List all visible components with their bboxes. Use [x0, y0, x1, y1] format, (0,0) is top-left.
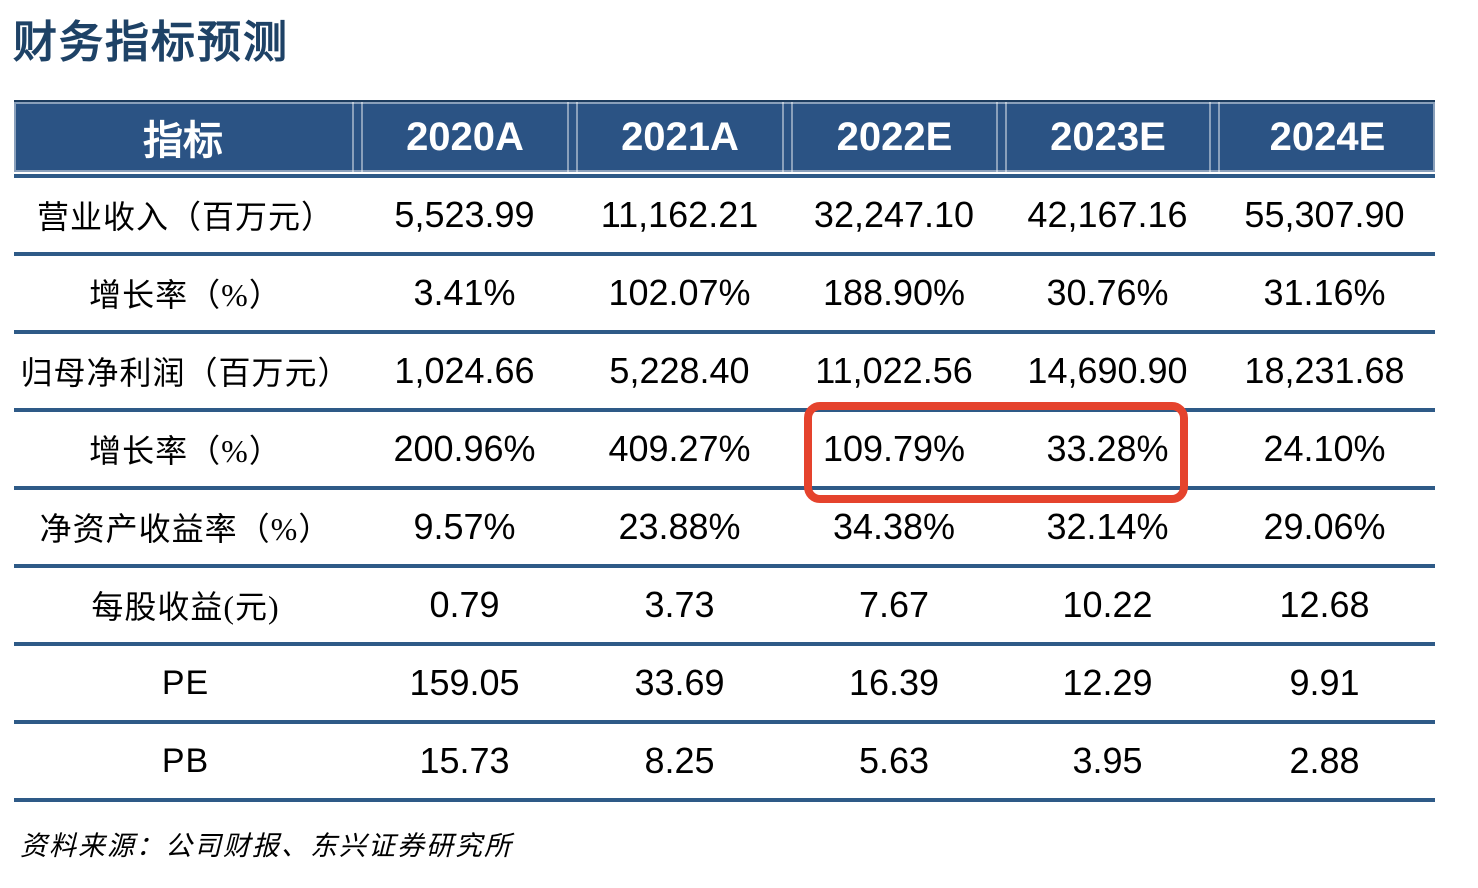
cell-value: 55,307.90: [1244, 194, 1405, 235]
cell-value: 31.16%: [1263, 272, 1386, 313]
page-title: 财务指标预测: [13, 18, 289, 67]
cell-value: 409.27%: [608, 428, 751, 469]
cell-value: 24.10%: [1263, 428, 1386, 469]
table-row: 增长率（%） 200.96% 409.27% 109.79% 33.28% 24.10%: [14, 412, 1435, 490]
cell-value: 5,523.99: [394, 194, 535, 235]
cell-value: 188.90%: [822, 272, 966, 313]
cell-value: 32,247.10: [813, 194, 975, 235]
cell-value: 102.07%: [608, 272, 751, 313]
cell-value: 23.88%: [618, 506, 741, 547]
column-header-2: 2021A: [576, 102, 784, 172]
header-divider: [14, 174, 1435, 178]
cell-value: 10.22: [1062, 584, 1153, 625]
cell-value: 30.76%: [1046, 272, 1169, 313]
cell-value: 0.79: [429, 584, 500, 625]
table-row: PE 159.05 33.69 16.39 12.29 9.91: [14, 646, 1435, 724]
row-label: 增长率（%）: [89, 433, 282, 469]
row-label: 归母净利润（百万元）: [20, 355, 351, 391]
row-label: 每股收益(元): [91, 589, 280, 625]
cell-value: 11,022.56: [815, 350, 973, 391]
cell-value: 1,024.66: [394, 350, 535, 391]
row-label: PE: [161, 663, 210, 702]
column-header-5: 2024E: [1218, 102, 1435, 172]
cell-value: 8.25: [644, 740, 715, 781]
cell-value: 42,167.16: [1027, 194, 1188, 235]
column-header-1: 2020A: [361, 102, 569, 172]
cell-value: 33.69: [634, 662, 725, 703]
cell-value: 109.79%: [822, 428, 966, 469]
cell-value: 11,162.21: [600, 194, 759, 235]
cell-value: 33.28%: [1046, 428, 1169, 469]
source-note: 资料来源：公司财报、东兴证券研究所: [20, 831, 513, 861]
cell-value: 7.67: [858, 584, 930, 625]
column-header-0: 指标: [14, 102, 354, 172]
cell-value: 3.95: [1072, 740, 1143, 781]
table-row: PB 15.73 8.25 5.63 3.95 2.88: [14, 724, 1435, 802]
cell-value: 9.57%: [413, 506, 516, 547]
cell-value: 159.05: [409, 662, 520, 703]
cell-value: 5,228.40: [609, 350, 750, 391]
table-row: 每股收益(元) 0.79 3.73 7.67 10.22 12.68: [14, 568, 1435, 646]
column-header-4: 2023E: [1005, 102, 1211, 172]
column-header-3: 2022E: [791, 102, 998, 172]
row-label: PB: [161, 741, 210, 780]
cell-value: 3.41%: [413, 272, 516, 313]
financial-forecast-table: 指标 2020A 2021A 2022E 2023E 2024E 营业收入（百万元） 5,5…: [14, 100, 1435, 802]
cell-value: 32.14%: [1046, 506, 1169, 547]
table-body: 营业收入（百万元） 5,523.99 11,162.21 32,247.10 42,16…: [14, 178, 1435, 802]
cell-value: 200.96%: [393, 428, 536, 469]
table-row: 营业收入（百万元） 5,523.99 11,162.21 32,247.10 42,16…: [14, 178, 1435, 256]
cell-value: 34.38%: [832, 506, 956, 547]
row-label: 净资产收益率（%）: [39, 511, 332, 547]
cell-value: 15.73: [419, 740, 510, 781]
cell-value: 9.91: [1289, 662, 1360, 703]
table-row: 净资产收益率（%） 9.57% 23.88% 34.38% 32.14% 29.06%: [14, 490, 1435, 568]
cell-value: 14,690.90: [1027, 350, 1188, 391]
cell-value: 16.39: [848, 662, 940, 703]
cell-value: 18,231.68: [1244, 350, 1405, 391]
cell-value: 2.88: [1289, 740, 1360, 781]
cell-value: 12.68: [1279, 584, 1370, 625]
cell-value: 12.29: [1062, 662, 1153, 703]
cell-value: 3.73: [644, 584, 715, 625]
table-row: 归母净利润（百万元） 1,024.66 5,228.40 11,022.56 14,69…: [14, 334, 1435, 412]
row-label: 营业收入（百万元）: [36, 199, 334, 235]
cell-value: 29.06%: [1263, 506, 1386, 547]
table-header-row: 指标 2020A 2021A 2022E 2023E 2024E: [14, 100, 1435, 172]
cell-value: 5.63: [858, 740, 930, 781]
row-label: 增长率（%）: [89, 277, 282, 313]
table-row: 增长率（%） 3.41% 102.07% 188.90% 30.76% 31.16%: [14, 256, 1435, 334]
